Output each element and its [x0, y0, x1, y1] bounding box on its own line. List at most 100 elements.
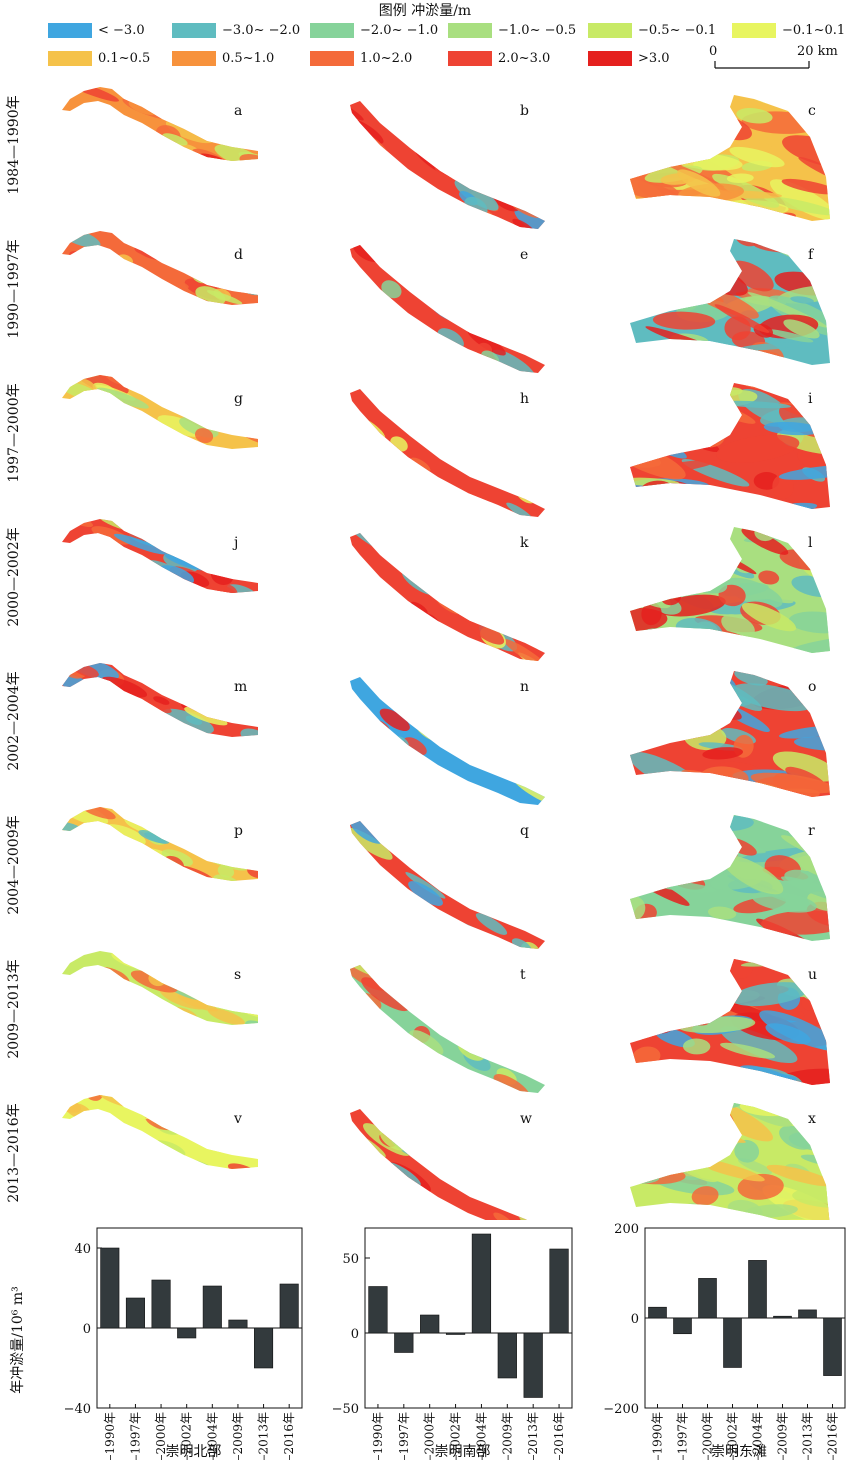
y-tick-label: 0	[631, 1312, 639, 1327]
map-panel	[62, 519, 258, 593]
map-panel	[630, 383, 830, 509]
map-panel-letter: i	[808, 391, 813, 407]
map-panel	[62, 231, 258, 305]
map-panel-letter: s	[234, 967, 242, 983]
bar	[228, 1319, 248, 1329]
map-panel-letter: a	[234, 103, 243, 119]
map-panel-letter: j	[234, 535, 239, 551]
map-panel	[350, 533, 545, 661]
row-period-label: 2002—2004年	[6, 671, 22, 771]
bar-chart-title: 崇明东滩	[711, 1444, 767, 1460]
legend-label: 0.1~0.5	[98, 51, 151, 66]
erosion-deposition-maps	[62, 87, 830, 1220]
map-panel-letter: f	[808, 247, 814, 263]
x-tick-label: 2004—2009年	[776, 1412, 790, 1460]
y-tick-label: 50	[342, 1252, 359, 1267]
bar	[279, 1283, 299, 1329]
x-tick-label: 1990—1997年	[128, 1412, 142, 1460]
legend-swatch	[732, 23, 776, 38]
legend-title: 图例 冲淤量/m	[378, 3, 472, 19]
y-tick-label: −40	[64, 1402, 91, 1417]
x-tick-label: 2004—2009年	[500, 1412, 514, 1460]
legend-swatch	[310, 23, 354, 38]
bar	[445, 1332, 466, 1335]
x-tick-label: 1984—1990年	[371, 1412, 385, 1460]
legend-swatch	[448, 23, 492, 38]
bar	[177, 1327, 197, 1339]
map-panel	[630, 239, 830, 365]
legend-swatch	[310, 51, 354, 66]
map-panel-letter: q	[520, 823, 529, 839]
bar	[648, 1306, 667, 1319]
map-panel	[350, 101, 545, 229]
y-tick-label: 200	[614, 1222, 639, 1237]
x-tick-label: 2013—2016年	[552, 1412, 566, 1460]
y-tick-label: −200	[603, 1402, 639, 1417]
plot-frame	[364, 1227, 573, 1409]
legend-swatch	[448, 51, 492, 66]
map-panel	[62, 663, 258, 737]
legend-label: >3.0	[638, 51, 670, 66]
map-panel-letter: e	[520, 247, 529, 263]
map-panel	[630, 1103, 830, 1220]
bar-chart-panel: 200 0 −200 1984—1990年 1990—1997年 1997—2000年 20…	[603, 1222, 846, 1460]
x-tick-label: 1984—1990年	[103, 1412, 117, 1460]
map-panel	[62, 807, 258, 881]
scale-zero-label: 0	[709, 44, 718, 59]
x-tick-label: 1997—2000年	[423, 1412, 437, 1460]
bar	[673, 1317, 692, 1335]
legend-label: −3.0~ −2.0	[222, 23, 301, 38]
legend-label: 1.0~2.0	[360, 51, 413, 66]
bar-chart-title: 崇明北部	[166, 1444, 222, 1460]
x-tick-label: 2004—2009年	[231, 1412, 245, 1460]
y-tick-label: 0	[83, 1322, 91, 1337]
legend-label: −1.0~ −0.5	[498, 23, 577, 38]
x-tick-label: 2009—2013年	[526, 1412, 540, 1460]
legend-swatch	[48, 51, 92, 66]
map-panel-letter: m	[234, 679, 248, 695]
bar	[151, 1279, 171, 1329]
y-tick-label: −50	[332, 1402, 359, 1417]
scale-bar-graphic	[714, 61, 810, 69]
bar	[394, 1332, 414, 1353]
map-panel-letter: x	[808, 1111, 816, 1127]
x-tick-label: 1984—1990年	[651, 1412, 665, 1460]
map-panel	[350, 965, 545, 1093]
bar	[798, 1309, 817, 1319]
bar	[723, 1317, 742, 1368]
map-panel-letter: l	[808, 535, 813, 551]
x-tick-label: 2002—2004年	[205, 1412, 219, 1460]
bar	[748, 1260, 767, 1319]
x-tick-label: 2000—2002年	[726, 1412, 740, 1460]
legend-label: −0.1~0.1	[782, 23, 846, 38]
map-panel	[350, 821, 545, 949]
legend-label: 0.5~1.0	[222, 51, 275, 66]
row-period-label: 1997—2000年	[6, 383, 22, 483]
x-tick-label: 2002—2004年	[751, 1412, 765, 1460]
legend-swatch	[588, 23, 632, 38]
scale-length-label: 20 km	[797, 44, 838, 59]
map-panel	[630, 671, 830, 797]
bar-chart-title: 崇明南部	[435, 1444, 491, 1460]
y-tick-label: 0	[351, 1327, 359, 1342]
x-tick-label: 2009—2013年	[257, 1412, 271, 1460]
bar	[420, 1314, 440, 1334]
map-panel-letter: b	[520, 103, 529, 119]
map-panel-letter: p	[234, 823, 243, 839]
x-tick-label: 1997—2000年	[154, 1412, 168, 1460]
bar	[523, 1332, 543, 1398]
plot-frame	[96, 1227, 303, 1409]
bar	[471, 1233, 492, 1334]
legend-swatch	[588, 51, 632, 66]
y-tick-label: 40	[74, 1242, 91, 1257]
bar	[823, 1317, 842, 1376]
row-period-label: 2013—2016年	[6, 1103, 22, 1203]
map-panel-letter: d	[234, 247, 243, 263]
bar	[497, 1332, 517, 1379]
row-period-label: 2009—2013年	[6, 959, 22, 1059]
scale-bar: 0 20 km	[705, 44, 845, 74]
map-panel-letter: c	[808, 103, 816, 119]
map-panel	[62, 951, 258, 1025]
bar-chart-panel: 40 0 −40 1984—1990年 1990—1997年 1997—2000年 2000…	[64, 1227, 303, 1460]
